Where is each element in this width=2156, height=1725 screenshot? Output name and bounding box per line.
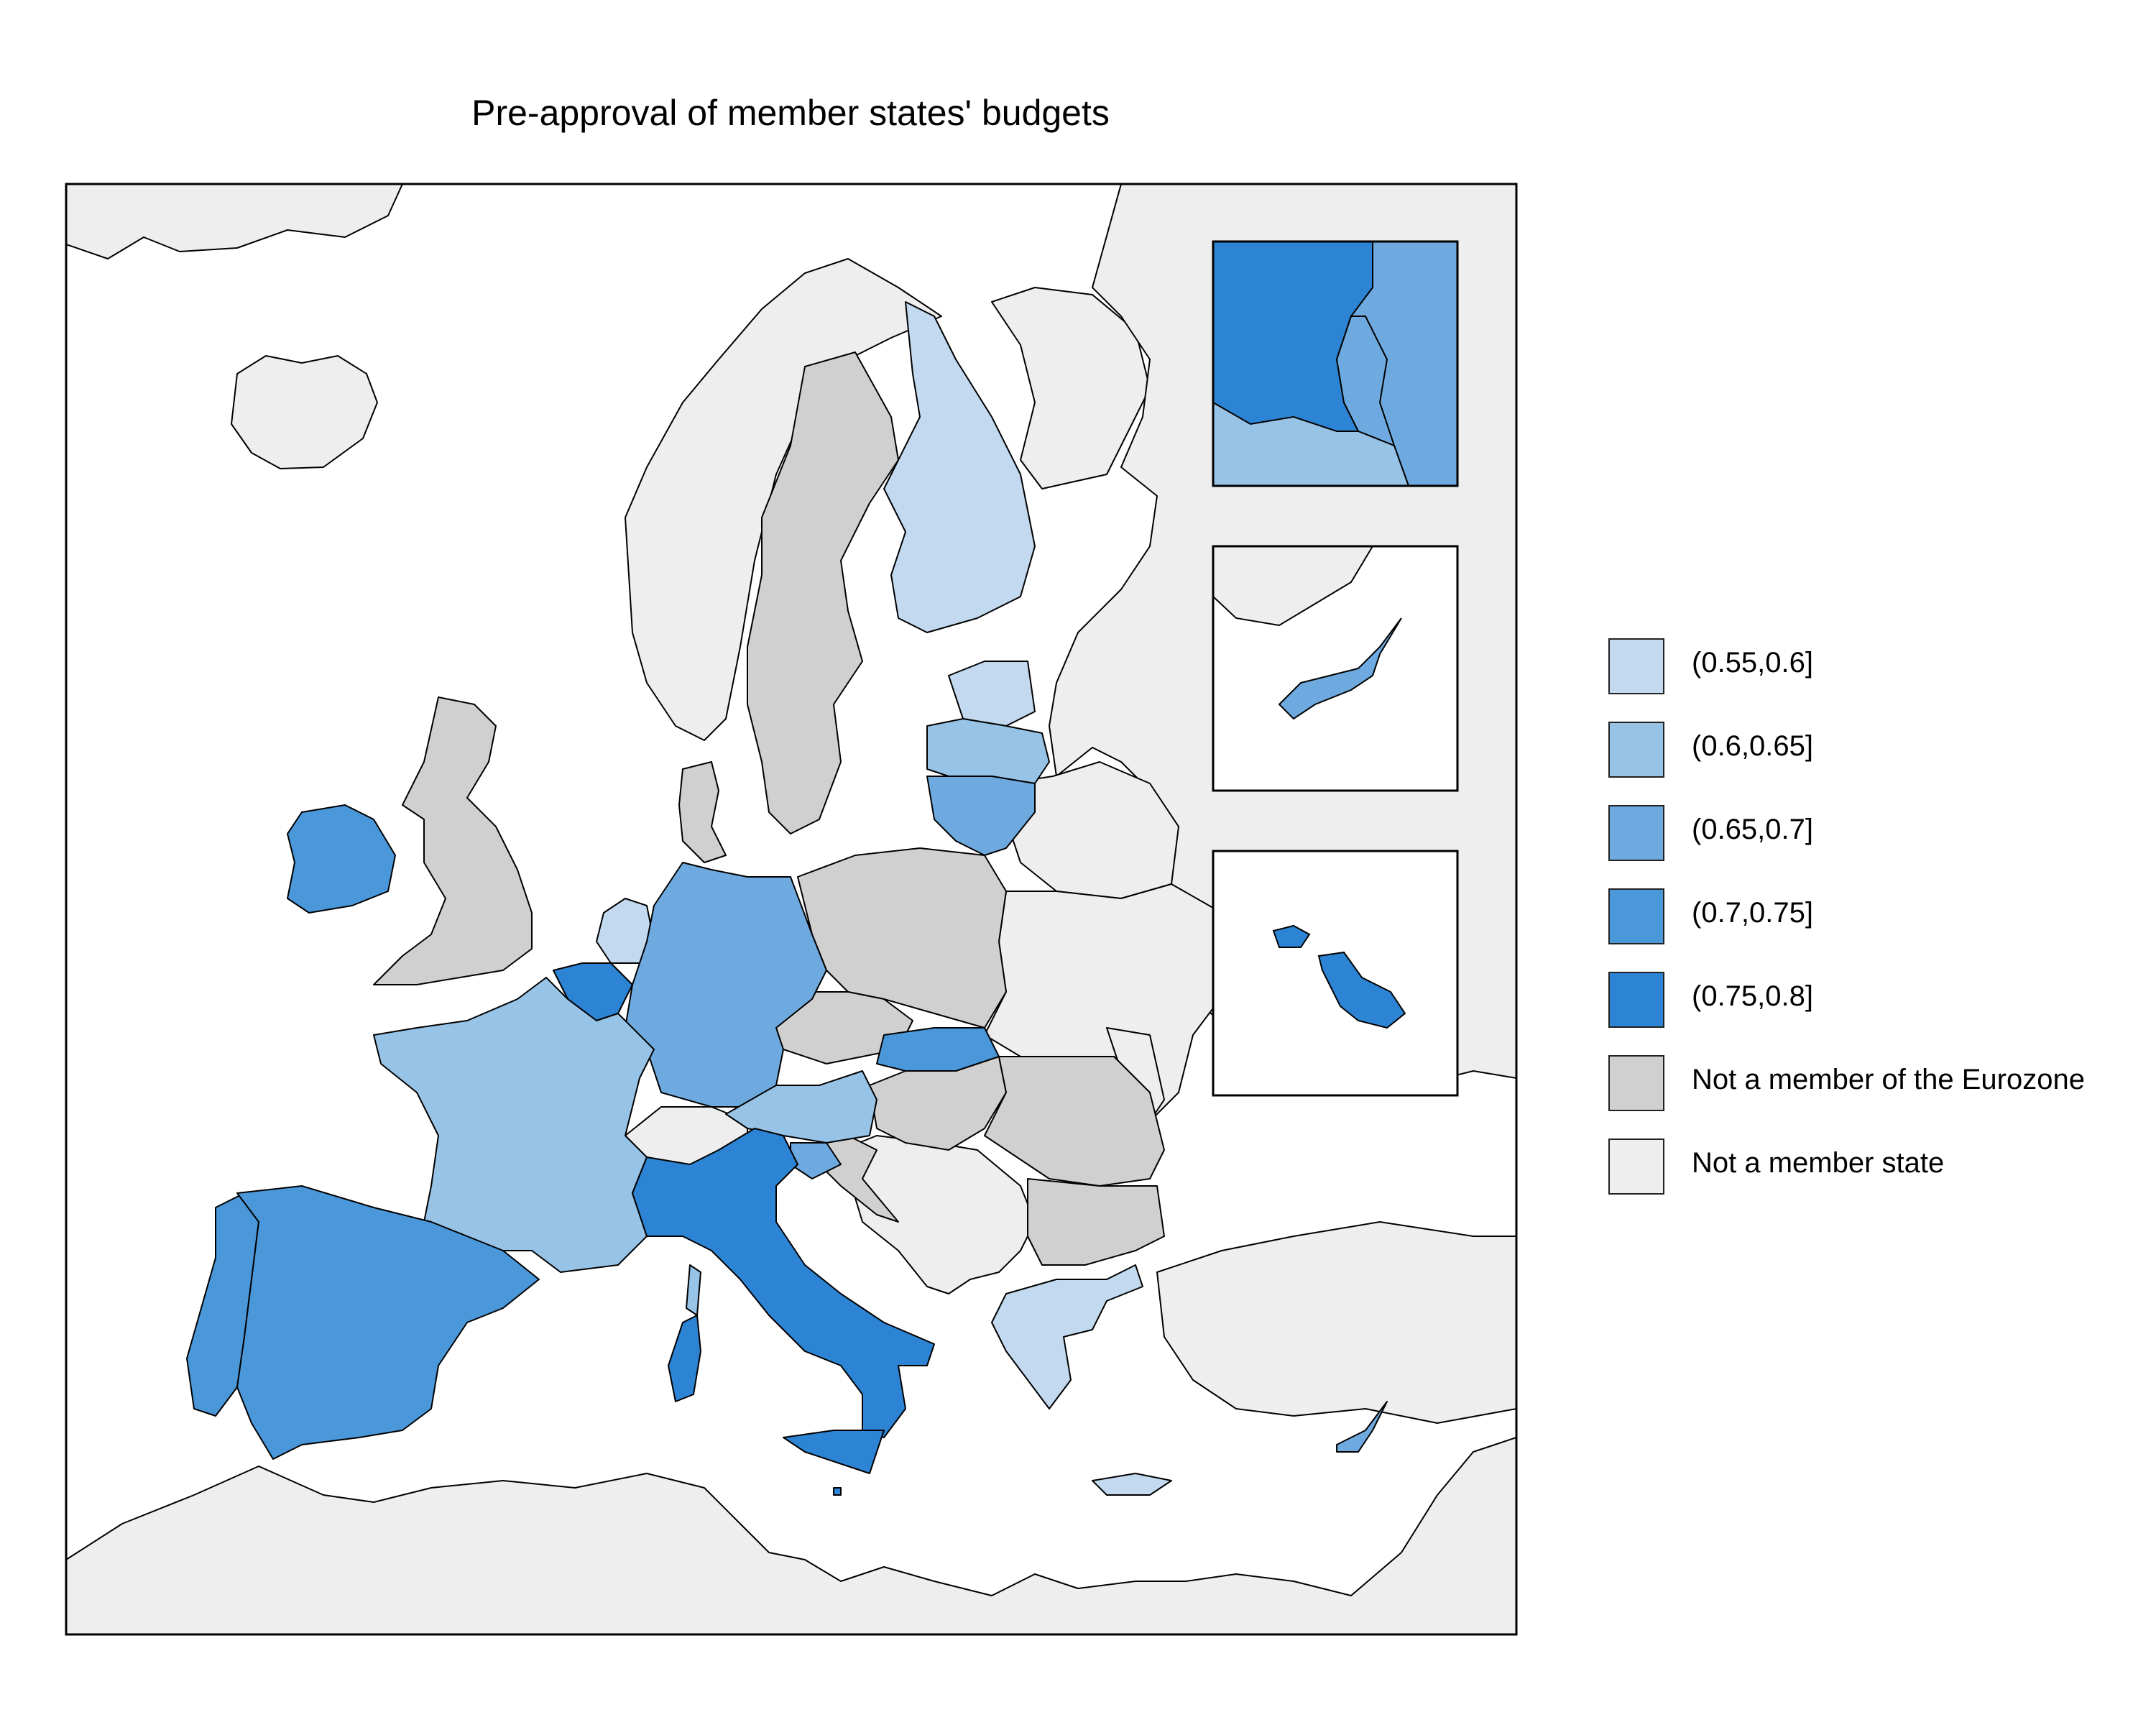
legend-item: (0.7,0.75] bbox=[1608, 888, 2155, 946]
legend-swatch bbox=[1608, 722, 1664, 778]
poland-region bbox=[797, 847, 1007, 1029]
uk-region bbox=[373, 696, 533, 985]
romania-region bbox=[984, 1056, 1165, 1187]
map-border bbox=[65, 183, 1518, 1636]
legend-swatch bbox=[1608, 1055, 1664, 1111]
sicily-region bbox=[783, 1430, 885, 1474]
legend-label: (0.75,0.8] bbox=[1692, 980, 1814, 1012]
sweden-region bbox=[747, 351, 899, 834]
inset-luxembourg bbox=[1212, 240, 1459, 487]
inset-malta bbox=[1212, 850, 1459, 1097]
latvia-region bbox=[926, 718, 1050, 784]
legend-swatch bbox=[1608, 805, 1664, 861]
finland-region bbox=[883, 301, 1036, 633]
lithuania-region bbox=[926, 776, 1036, 856]
italy-region bbox=[632, 1128, 935, 1438]
legend-swatch bbox=[1608, 888, 1664, 944]
legend-item: Not a member state bbox=[1608, 1138, 2155, 1196]
denmark-region bbox=[678, 761, 727, 863]
malta-region bbox=[833, 1487, 842, 1496]
inset-cyprus bbox=[1212, 545, 1459, 792]
legend-swatch bbox=[1608, 1138, 1664, 1195]
legend-item: (0.75,0.8] bbox=[1608, 972, 2155, 1029]
iceland-region bbox=[231, 355, 378, 469]
north-africa-region bbox=[66, 1437, 1516, 1634]
legend-swatch bbox=[1608, 972, 1664, 1028]
legend-swatch bbox=[1608, 638, 1664, 694]
legend-label: Not a member of the Eurozone bbox=[1692, 1064, 2085, 1095]
turkey-region bbox=[1156, 1221, 1516, 1424]
legend-label: (0.55,0.6] bbox=[1692, 647, 1814, 678]
slovakia-region bbox=[876, 1027, 1000, 1072]
ireland-region bbox=[287, 804, 396, 914]
legend-item: Not a member of the Eurozone bbox=[1608, 1055, 2155, 1113]
map-title: Pre-approval of member states' budgets bbox=[471, 93, 1110, 133]
crete-region bbox=[1092, 1473, 1172, 1496]
russia-north-region bbox=[991, 287, 1151, 489]
legend-label: Not a member state bbox=[1692, 1147, 1945, 1179]
legend-label: (0.65,0.7] bbox=[1692, 814, 1814, 845]
corsica-region bbox=[686, 1264, 701, 1316]
cyprus-region bbox=[1336, 1401, 1388, 1453]
greece-region bbox=[991, 1264, 1143, 1409]
legend-item: (0.6,0.65] bbox=[1608, 722, 2155, 779]
greenland-region bbox=[66, 184, 403, 259]
legend-label: (0.6,0.65] bbox=[1692, 730, 1814, 762]
legend-item: (0.65,0.7] bbox=[1608, 805, 2155, 862]
estonia-region bbox=[948, 661, 1036, 727]
bulgaria-region bbox=[1027, 1178, 1165, 1266]
legend-label: (0.7,0.75] bbox=[1692, 897, 1814, 929]
spain-region bbox=[236, 1185, 540, 1460]
legend-item: (0.55,0.6] bbox=[1608, 638, 2155, 696]
